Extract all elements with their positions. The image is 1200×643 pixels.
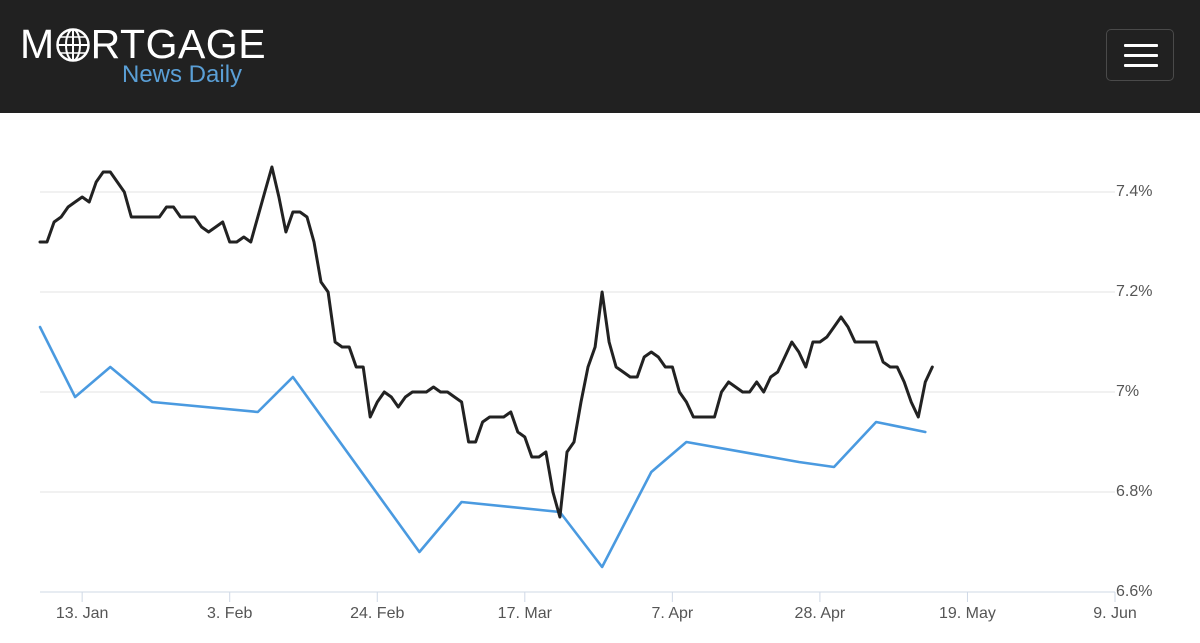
series-lines	[38, 165, 934, 569]
x-tick-label: 24. Feb	[350, 605, 404, 622]
hamburger-menu-button[interactable]	[1106, 29, 1174, 81]
menu-bar-top	[1124, 44, 1158, 47]
x-axis-labels: 13. Jan 3. Feb 24. Feb 17. Mar 7. Apr 28. Apr…	[56, 605, 1137, 622]
x-axis	[40, 591, 1116, 602]
series-line-black	[38, 165, 934, 519]
site-header: M RTGAGE News Daily	[0, 0, 1200, 113]
x-tick-label: 9. Jun	[1093, 605, 1137, 622]
globe-icon	[55, 28, 90, 62]
mortgage-news-daily-logo[interactable]: M RTGAGE News Daily	[20, 22, 280, 92]
x-tick-label: 28. Apr	[795, 605, 846, 622]
x-tick-label: 3. Feb	[207, 605, 252, 622]
y-tick-label: 6.6%	[1116, 583, 1152, 600]
logo-sub-text: News Daily	[122, 61, 243, 88]
x-tick-label: 19. May	[939, 605, 996, 622]
x-tick-label: 13. Jan	[56, 605, 108, 622]
y-tick-label: 7.4%	[1116, 183, 1152, 200]
menu-bar-middle	[1124, 54, 1158, 57]
logo-m: M	[20, 21, 55, 67]
y-axis-labels: 7.4% 7.2% 7% 6.8% 6.6%	[1116, 183, 1152, 600]
mortgage-rate-chart: 7.4%7.2%7%6.8%6.6% 13. Jan 3. Feb 24. Feb 1…	[38, 165, 1152, 622]
y-tick-label: 6.8%	[1116, 483, 1152, 500]
y-tick-label: 7%	[1116, 383, 1139, 400]
y-tick-label: 7.2%	[1116, 283, 1152, 300]
x-tick-label: 7. Apr	[651, 605, 693, 622]
logo-rest: RTGAGE	[90, 21, 267, 67]
logo-main-text: M RTGAGE	[20, 22, 266, 66]
menu-bar-bottom	[1124, 64, 1158, 67]
series-line-blue	[38, 325, 927, 569]
x-tick-label: 17. Mar	[498, 605, 553, 622]
gridlines	[40, 191, 1115, 593]
